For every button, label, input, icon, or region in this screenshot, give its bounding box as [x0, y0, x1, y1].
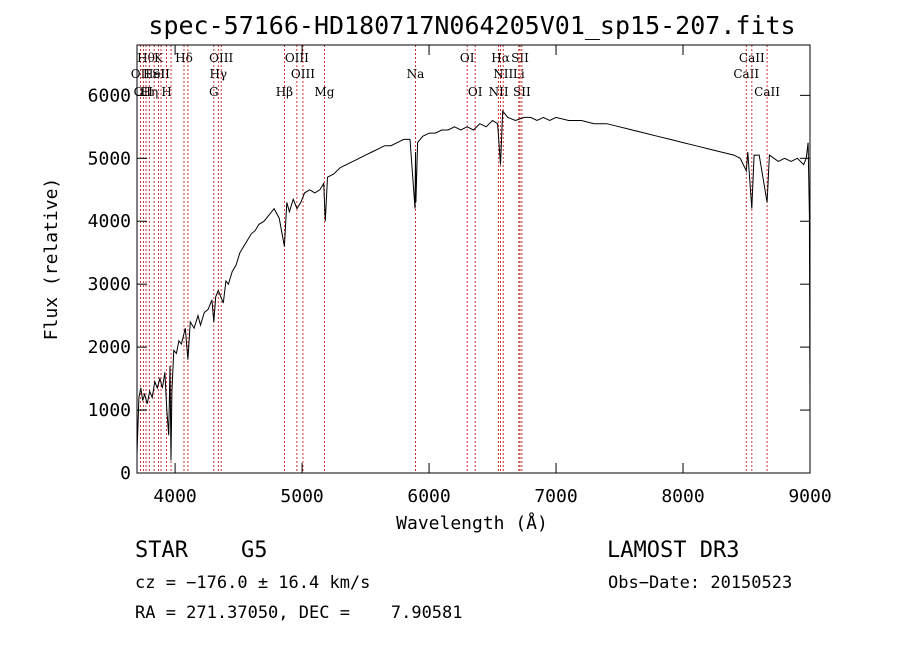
spectral-line-label: SII [513, 85, 531, 99]
object-class: STAR G5 [135, 538, 267, 563]
spectral-line-label: SII [152, 67, 170, 81]
spectral-line-label: H [161, 85, 171, 99]
spectral-line-label: OII [131, 67, 151, 81]
spectral-line-label: G [209, 85, 219, 99]
x-tick-label: 6000 [407, 486, 450, 507]
spectral-line-label: HeI [143, 67, 166, 81]
y-tick-label: 0 [120, 463, 131, 484]
spectral-line-label: Hδ [175, 51, 193, 65]
spectral-line-label: Hα [491, 51, 510, 65]
y-tick-label: 2000 [88, 337, 131, 358]
spectral-line-label: CaII [754, 85, 780, 99]
survey-label: LAMOST DR3 [607, 538, 740, 563]
spectral-line-label: OIII [209, 51, 233, 65]
spectral-line-label: SII [511, 51, 529, 65]
axis-ticks: 4000 5000 6000 7000 8000 9000 0 1000 2000 3000 400… [88, 45, 832, 507]
spectral-line-label: OI [460, 51, 475, 65]
spectral-line-label: Li [513, 67, 525, 81]
x-tick-label: 4000 [153, 486, 196, 507]
spectral-line-label: Hβ [276, 85, 293, 99]
spectral-line-label: Na [407, 67, 425, 81]
x-tick-label: 8000 [661, 486, 704, 507]
y-tick-label: 5000 [88, 148, 131, 169]
chart-title: spec-57166-HD180717N064205V01_sp15-207.f… [148, 11, 795, 40]
y-tick-label: 4000 [88, 211, 131, 232]
y-tick-label: 3000 [88, 274, 131, 295]
x-tick-label: 9000 [788, 486, 831, 507]
spectral-line-label: Hθ [137, 51, 155, 65]
plot-frame [136, 44, 811, 474]
spectrum-series [136, 109, 811, 461]
spectral-line-label: Mg [314, 85, 334, 99]
spectral-line-label: OIII [285, 51, 309, 65]
x-tick-label: 5000 [280, 486, 323, 507]
spectral-line-label: OIII [291, 67, 315, 81]
y-axis-label: Flux (relative) [41, 178, 62, 341]
spectral-line-label: CaII [739, 51, 765, 65]
obs-date-label: Obs−Date: 20150523 [608, 573, 793, 593]
class-label: STAR [135, 538, 188, 563]
spectral-line-label: NII [489, 85, 509, 99]
x-axis-label: Wavelength (Å) [396, 512, 548, 534]
y-tick-label: 6000 [88, 85, 131, 106]
y-tick-label: 1000 [88, 400, 131, 421]
spectral-line-label: Hη [140, 85, 158, 99]
spectral-line-label: Hγ [209, 67, 227, 81]
subclass-label: G5 [240, 538, 268, 563]
spectral-line-markers: OIIOIIHθHηHeIKSIIHHδGHγOIIIHβOIIIOIIIMgN… [131, 45, 780, 473]
class-spacer [188, 538, 241, 563]
spectral-line-label: OI [468, 85, 483, 99]
spectral-line-label: NII [493, 67, 513, 81]
spectral-line-label: CaII [733, 67, 759, 81]
redshift-label: cz = −176.0 ± 16.4 km/s [135, 573, 371, 593]
coordinates-label: RA = 271.37050, DEC = 7.90581 [135, 603, 463, 623]
spectral-line-label: K [154, 51, 164, 65]
x-tick-label: 7000 [534, 486, 577, 507]
